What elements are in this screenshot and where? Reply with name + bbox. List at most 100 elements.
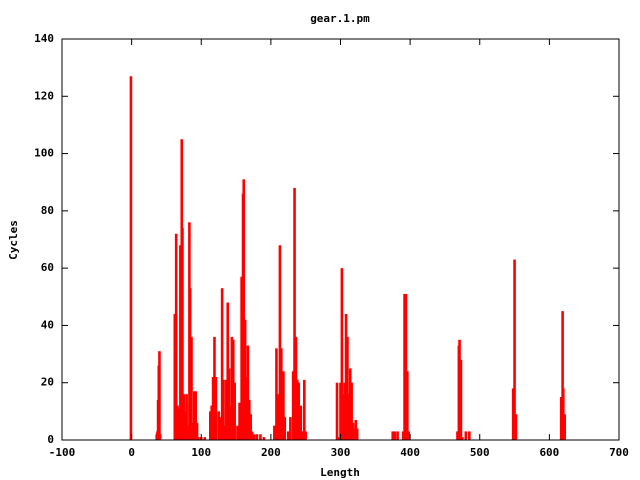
bar (185, 394, 188, 440)
bar (341, 394, 345, 440)
bar (393, 431, 397, 440)
bar (396, 431, 399, 440)
x-tick-label: 600 (539, 446, 559, 459)
y-tick-label: 100 (34, 147, 54, 160)
bar (231, 339, 235, 440)
bar (296, 379, 299, 440)
bar (355, 428, 359, 440)
bar (179, 245, 182, 440)
bar (563, 414, 566, 440)
bar (210, 405, 213, 440)
x-tick-label: 0 (128, 446, 135, 459)
bar (337, 437, 340, 440)
x-tick-label: 500 (470, 446, 490, 459)
bar (283, 417, 287, 440)
x-tick-label: 200 (261, 446, 281, 459)
bar (286, 431, 290, 440)
bar (213, 336, 216, 440)
bar (406, 371, 409, 440)
bar (293, 187, 296, 440)
bar (240, 276, 243, 440)
y-tick-label: 140 (34, 32, 54, 45)
bar (217, 411, 220, 440)
bar (302, 379, 306, 440)
bar (236, 425, 239, 440)
bar (174, 233, 178, 440)
bar (353, 428, 356, 440)
bar (247, 399, 251, 440)
bar (391, 431, 395, 440)
x-tick-label: 100 (191, 446, 211, 459)
bar (226, 302, 230, 440)
x-axis-label: Length (320, 466, 360, 479)
bar (514, 414, 518, 440)
bar (513, 259, 516, 440)
bar (340, 268, 344, 440)
bar (182, 394, 186, 440)
bar (203, 437, 207, 440)
bar (243, 319, 247, 440)
bar (195, 422, 199, 440)
bar (343, 382, 346, 440)
bar (158, 351, 161, 440)
y-tick-label: 60 (41, 261, 54, 274)
bar (183, 411, 187, 440)
bars (129, 76, 566, 440)
bar (242, 179, 246, 440)
bar (223, 425, 227, 440)
bar (404, 293, 408, 440)
bar (559, 397, 563, 440)
y-tick-label: 40 (41, 318, 54, 331)
bar (230, 336, 234, 440)
bar (294, 336, 298, 440)
bar (282, 371, 285, 440)
bar (233, 382, 236, 440)
bar (194, 391, 197, 440)
bar (275, 348, 278, 440)
bar (181, 228, 184, 440)
bar (278, 245, 282, 440)
bar (354, 419, 358, 440)
bar (197, 437, 200, 440)
bar (277, 394, 280, 440)
bar (249, 414, 252, 440)
bar (129, 76, 133, 440)
bar (289, 417, 292, 440)
bar (190, 336, 193, 440)
bar (280, 348, 283, 440)
bar (561, 311, 564, 440)
bar (464, 431, 468, 440)
bar (291, 371, 295, 440)
bar (177, 408, 181, 440)
bar (186, 425, 190, 440)
y-tick-label: 0 (47, 433, 54, 446)
bar (273, 425, 276, 440)
bar (259, 434, 262, 440)
bar (350, 382, 353, 440)
bar (304, 431, 307, 440)
bar (401, 431, 405, 440)
bar (459, 359, 463, 440)
x-tick-label: 400 (400, 446, 420, 459)
bar (348, 368, 352, 440)
bar (407, 431, 411, 440)
bar (246, 345, 250, 440)
x-tick-label: 300 (331, 446, 351, 459)
bar (211, 376, 215, 440)
bar (255, 434, 259, 440)
bar (229, 405, 232, 440)
x-tick-label: 700 (609, 446, 629, 459)
bar (458, 339, 461, 440)
bar (403, 293, 406, 440)
x-tick-label: -100 (49, 446, 76, 459)
y-tick-label: 20 (41, 376, 54, 389)
bar (262, 437, 266, 440)
bar (192, 391, 196, 440)
bar (562, 388, 565, 440)
bar (176, 405, 179, 440)
bar (222, 379, 225, 440)
bar (250, 431, 254, 440)
bar (335, 382, 339, 440)
